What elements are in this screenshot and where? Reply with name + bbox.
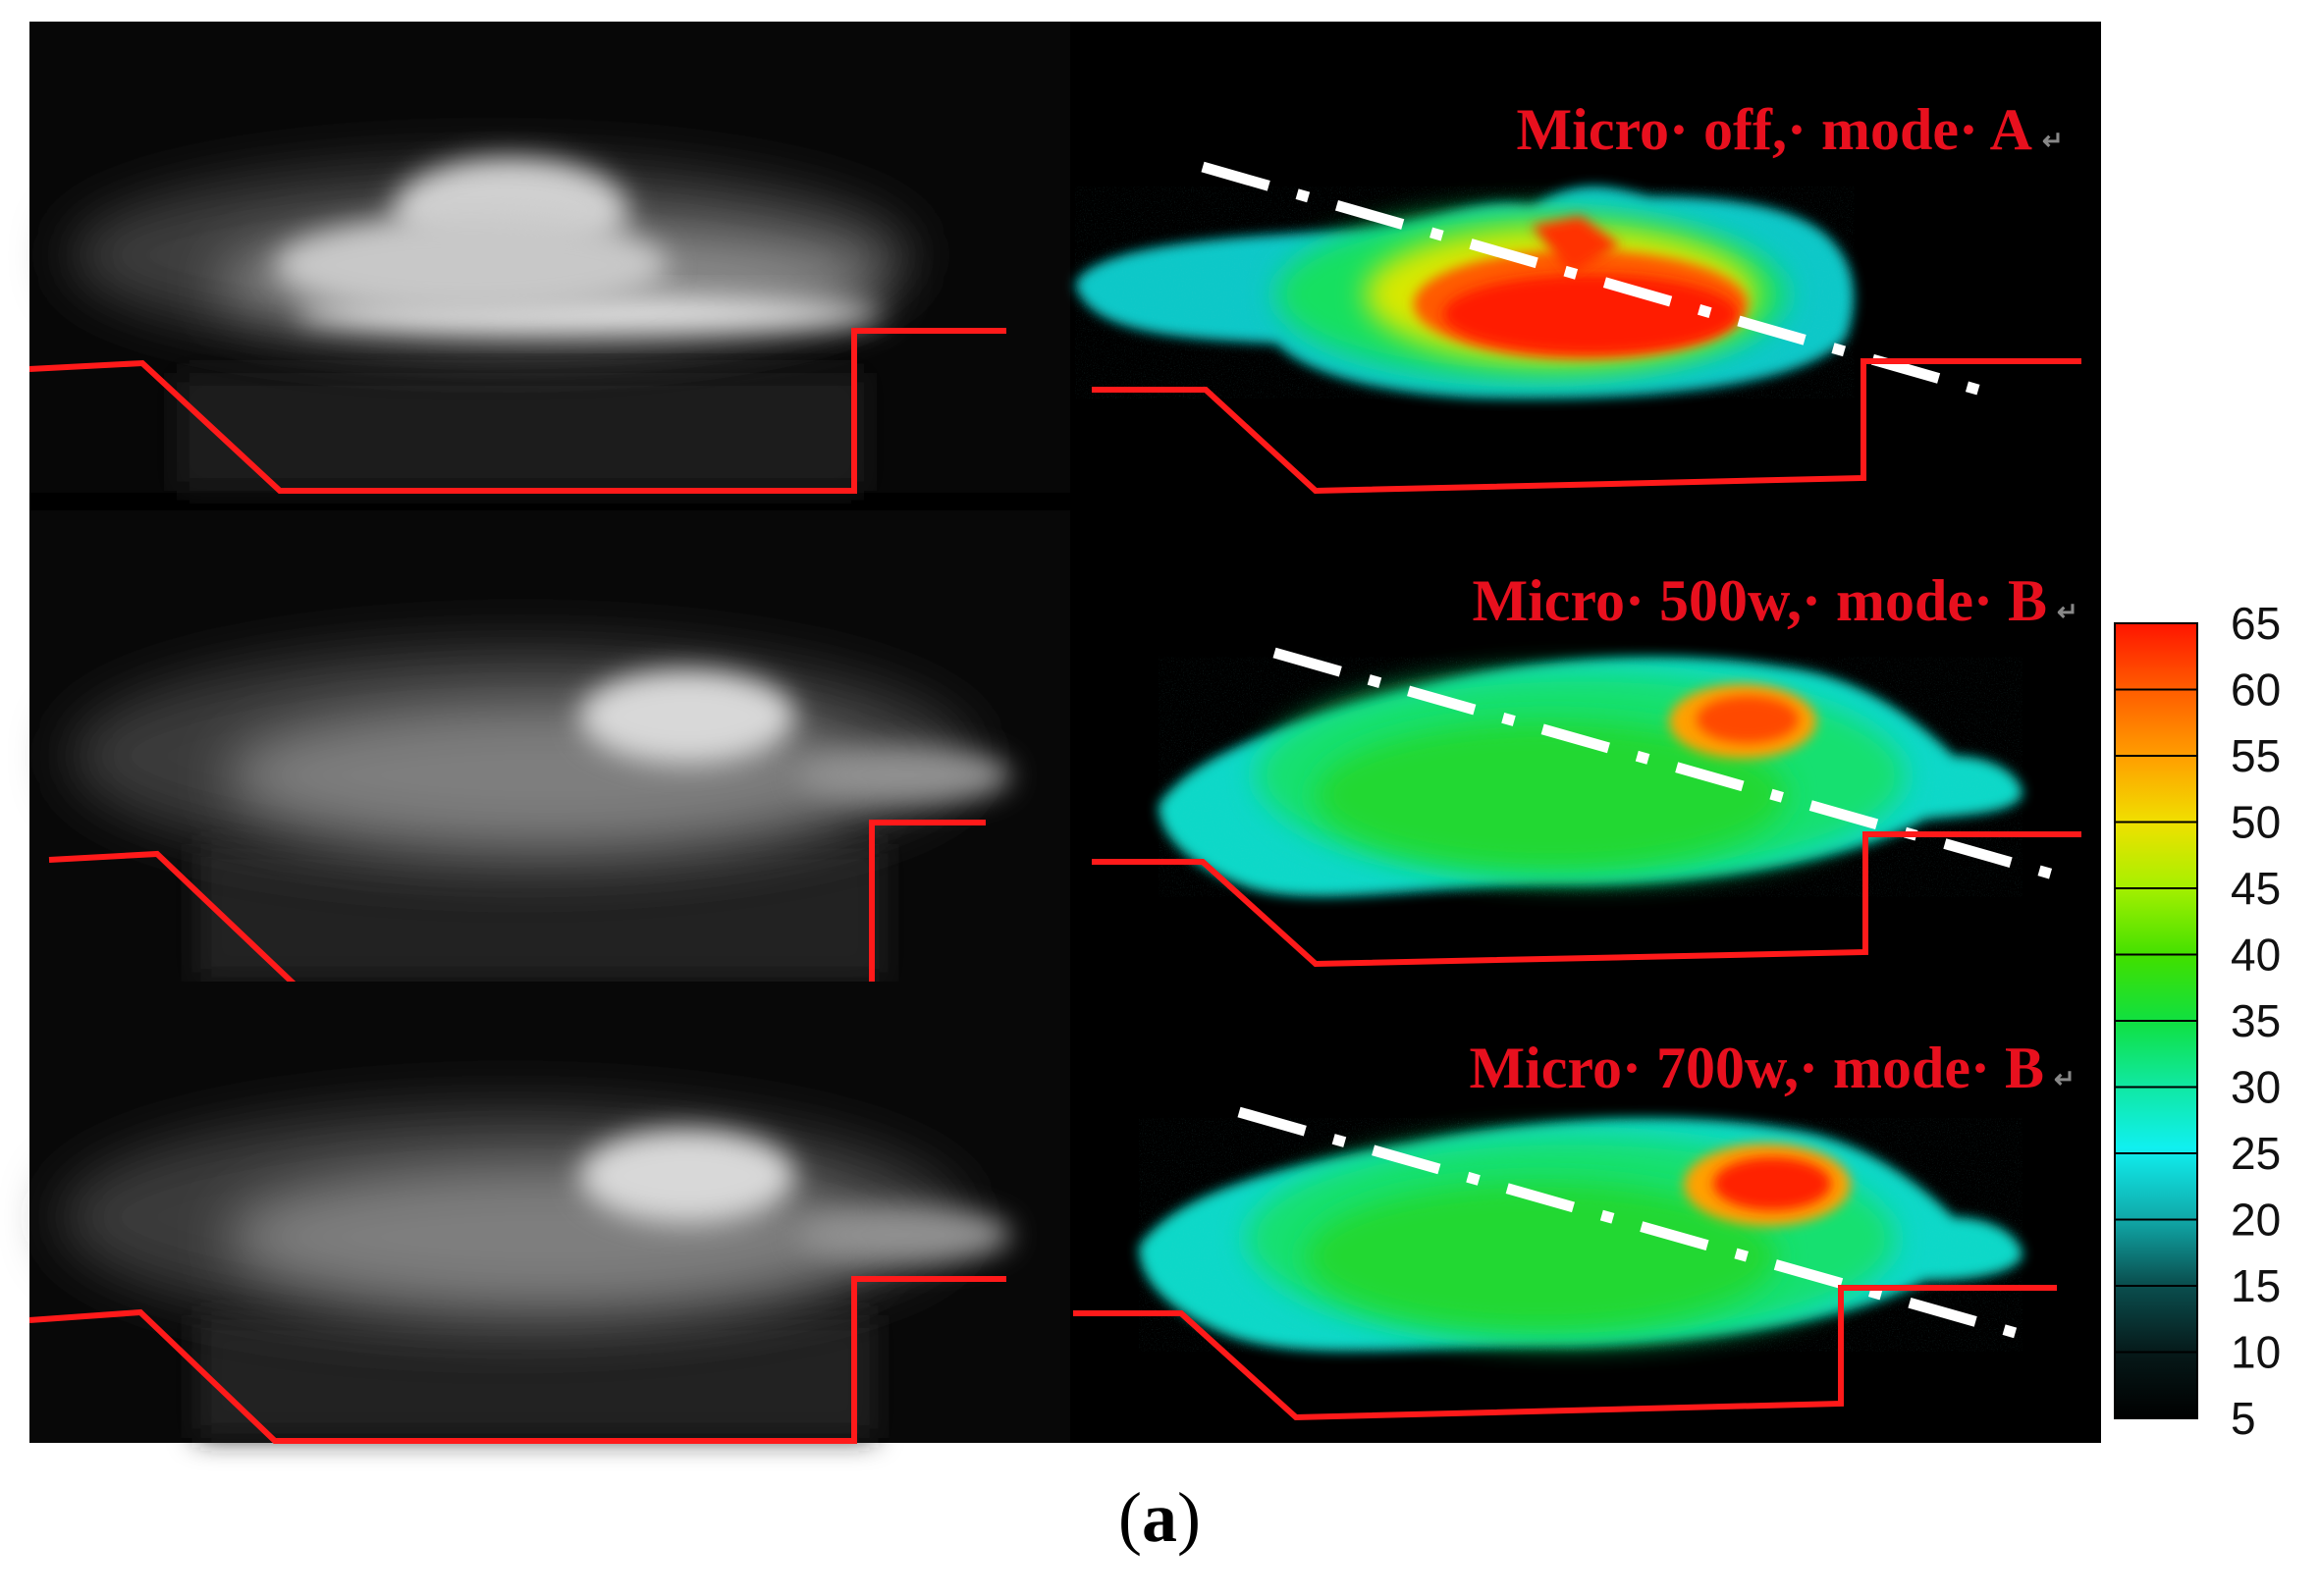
colorbar-tick-label: 50	[2231, 797, 2281, 848]
colorbar-tick-label: 20	[2231, 1195, 2281, 1246]
geometry-outline	[28, 328, 1006, 494]
colorbar-tick-label: 65	[2231, 598, 2281, 649]
panel-label-1: Micro· off,· mode· A	[1517, 97, 2032, 162]
panel-label-2: Micro· 500w,· mode· B	[1472, 568, 2047, 633]
colorbar-tick-label: 10	[2231, 1327, 2281, 1378]
geometry-outline	[1092, 831, 2081, 968]
colorbar-tick-label: 5	[2231, 1393, 2256, 1444]
geometry-outline	[28, 1276, 1006, 1444]
colormap-panel-1	[1075, 161, 2081, 495]
return-mark-icon: ↵	[2054, 1065, 2076, 1093]
geometry-outline	[1092, 358, 2081, 495]
colorbar-divisions	[2115, 688, 2197, 1354]
geometry-outline	[1073, 1285, 2057, 1421]
colormap-panel-3	[1073, 1106, 2057, 1421]
colorbar: 65 60 55 50 45 40 35 30 25 20 15 10 5	[2114, 598, 2281, 1444]
grayscale-panel-1	[28, 22, 1070, 494]
figure-caption: (a)	[1118, 1478, 1201, 1557]
colormap-panel-2	[1092, 647, 2081, 968]
colorbar-tick-label: 25	[2231, 1128, 2281, 1179]
colorbar-tick-label: 60	[2231, 665, 2281, 716]
colorbar-tick-label: 30	[2231, 1062, 2281, 1113]
panel-label-3: Micro· 700w,· mode· B	[1469, 1036, 2044, 1100]
colorbar-tick-label: 40	[2231, 930, 2281, 981]
colorbar-tick-label: 15	[2231, 1260, 2281, 1311]
return-mark-icon: ↵	[2042, 127, 2064, 155]
colorbar-tick-label: 45	[2231, 863, 2281, 914]
grayscale-panel-3	[28, 982, 1070, 1444]
colorbar-tick-labels: 65 60 55 50 45 40 35 30 25 20 15 10 5	[2231, 598, 2281, 1444]
colorbar-tick-label: 55	[2231, 730, 2281, 781]
return-mark-icon: ↵	[2057, 598, 2078, 626]
colorbar-tick-label: 35	[2231, 995, 2281, 1046]
grayscale-panel-2	[29, 510, 1070, 987]
